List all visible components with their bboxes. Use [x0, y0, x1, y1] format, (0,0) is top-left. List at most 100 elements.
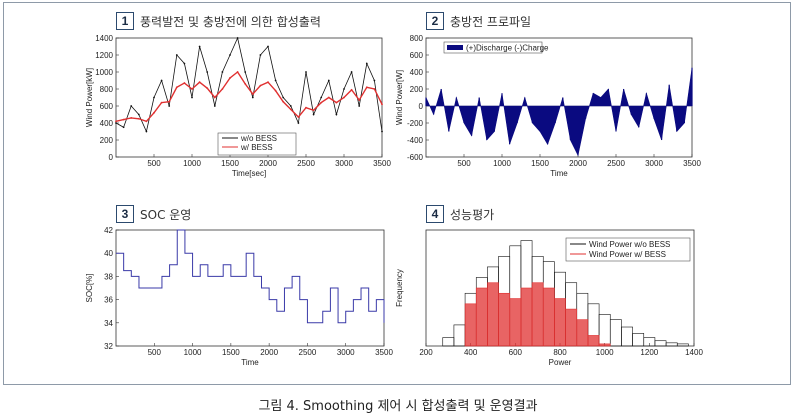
- legend-box: [565, 237, 691, 262]
- panel-1-title-text: 풍력발전 및 충방전에 의한 합성출력: [140, 14, 321, 29]
- series-point: [122, 126, 125, 129]
- x-tick-label: 3500: [683, 159, 701, 168]
- y-tick-label: 1200: [95, 51, 113, 60]
- x-tick-label: 1000: [184, 348, 202, 357]
- series-point: [175, 86, 178, 89]
- histogram-bar-with-bess: [464, 303, 477, 347]
- series-point: [153, 96, 155, 99]
- x-tick-label: 200: [419, 348, 433, 357]
- y-tick-label: -200: [407, 119, 424, 128]
- x-tick-label: 2500: [297, 159, 315, 168]
- histogram-bar-with-bess: [565, 308, 578, 347]
- soc-line: [116, 229, 385, 324]
- series-point: [244, 71, 247, 73]
- panel-3-title-text: SOC 운영: [140, 207, 192, 222]
- y-tick-label: 36: [104, 296, 113, 305]
- figure-frame: [3, 2, 791, 385]
- x-axis-label: Time[sec]: [232, 169, 266, 178]
- histogram-bar-with-bess: [509, 298, 522, 347]
- series-point: [297, 122, 300, 124]
- y-tick-label: 34: [104, 319, 113, 328]
- series-point: [350, 71, 353, 73]
- series-point: [137, 113, 140, 116]
- series-point: [335, 101, 338, 104]
- series-point: [213, 105, 216, 107]
- x-tick-label: 3000: [337, 348, 355, 357]
- x-tick-label: 2000: [259, 159, 277, 168]
- x-tick-label: 3000: [645, 159, 663, 168]
- chart-performance-histogram: 200 400 600 800 1000 1200 1400 Power Frequency Wi…: [395, 229, 703, 367]
- series-point: [259, 54, 262, 56]
- series-point: [244, 83, 247, 85]
- series-point: [343, 96, 345, 99]
- x-tick-label: 2000: [569, 159, 587, 168]
- x-tick-label: 600: [509, 348, 523, 357]
- series-point: [289, 105, 292, 107]
- histogram-bar-without-bess: [621, 326, 633, 347]
- series-point: [206, 71, 209, 73]
- y-tick-label: -600: [407, 153, 424, 162]
- histogram-bar-with-bess: [542, 287, 555, 347]
- x-tick-label: 3500: [375, 348, 393, 357]
- y-tick-label: 400: [100, 119, 114, 128]
- series-point: [213, 96, 216, 99]
- histogram-bar-with-bess: [487, 282, 499, 347]
- series-point: [198, 45, 201, 48]
- series-point: [282, 96, 285, 99]
- x-tick-label: 1200: [640, 348, 658, 357]
- series-point: [373, 79, 376, 82]
- x-axis-label: Time: [241, 358, 259, 367]
- y-tick-label: -400: [407, 136, 424, 145]
- y-tick-label: 800: [410, 34, 424, 43]
- series-point: [365, 62, 368, 65]
- chart-soc-operation: 500 1000 1500 2000 2500 3000 3500 32 34 36 38 40 42 T…: [85, 226, 393, 367]
- series-point: [335, 113, 338, 116]
- histogram-bar-without-bess: [598, 314, 611, 347]
- y-tick-label: 400: [410, 68, 424, 77]
- legend-label: w/o BESS: [240, 134, 277, 143]
- x-tick-label: 1500: [222, 348, 240, 357]
- histogram-bar-with-bess: [531, 282, 544, 347]
- x-tick-label: 1400: [685, 348, 703, 357]
- y-tick-label: 1000: [95, 68, 113, 77]
- series-point: [221, 71, 224, 73]
- panel-2-number: 2: [426, 12, 444, 30]
- histogram-bar-with-bess: [554, 298, 566, 347]
- x-tick-label: 2000: [260, 348, 278, 357]
- y-axis-label: Frequency: [395, 269, 404, 307]
- x-tick-label: 1000: [493, 159, 511, 168]
- series-point: [297, 116, 300, 118]
- y-axis-label: Wind Power[W]: [395, 70, 404, 125]
- series-point: [160, 101, 163, 104]
- series-point: [122, 118, 125, 121]
- panel-2-title-text: 충방전 프로파일: [450, 14, 532, 29]
- series-point: [365, 86, 368, 89]
- y-tick-label: 42: [104, 226, 113, 235]
- panel-2-title: 2 충방전 프로파일: [426, 12, 531, 30]
- series-point: [259, 84, 262, 87]
- series-point: [130, 117, 133, 119]
- series-point: [312, 113, 315, 116]
- histogram-bar-without-bess: [609, 319, 622, 347]
- series-point: [274, 79, 277, 82]
- series-point: [221, 88, 224, 90]
- series-point: [175, 54, 178, 56]
- series-point: [198, 81, 201, 84]
- panel-1-title: 1 풍력발전 및 충방전에 의한 합성출력: [116, 12, 321, 30]
- series-point: [343, 88, 345, 90]
- y-tick-label: 0: [419, 102, 424, 111]
- x-tick-label: 500: [148, 348, 162, 357]
- panel-4-title: 4 성능평가: [426, 205, 494, 223]
- y-tick-label: 200: [100, 136, 114, 145]
- series-point: [229, 54, 231, 56]
- x-tick-label: 800: [553, 348, 567, 357]
- series-point: [320, 96, 323, 99]
- y-tick-label: 32: [104, 342, 113, 351]
- x-tick-label: 2500: [607, 159, 625, 168]
- x-tick-label: 1000: [596, 348, 614, 357]
- series-point: [358, 99, 361, 101]
- series-point: [236, 71, 239, 73]
- histogram-bar-with-bess: [576, 319, 589, 347]
